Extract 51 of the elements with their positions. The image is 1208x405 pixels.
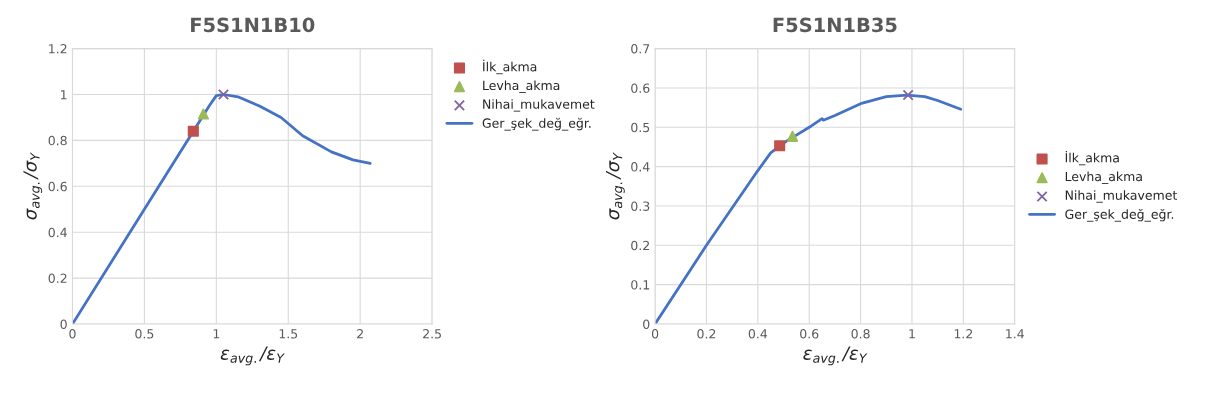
x-axis-title: ε$_{avg.}$/ε$_{Y}$: [803, 346, 868, 366]
y-tick-label: 0.4: [48, 227, 67, 238]
point: [774, 140, 786, 152]
y-tick-label: 0.2: [631, 240, 649, 251]
y-tick-label: 1: [61, 90, 67, 100]
x-tick-label: 0.8: [851, 329, 870, 339]
legend-label: Nihai_mukavemet: [1065, 190, 1178, 203]
y-tick-label: 0: [643, 319, 650, 329]
y-tick-label: 0.6: [631, 83, 650, 93]
y-axis-title: σ$_{avg.}$/σ$_{Y}$: [23, 152, 43, 220]
y-tick-label: 0.7: [631, 44, 650, 54]
x-tick-label: 1: [213, 329, 220, 339]
x-tick-label: 1: [909, 329, 915, 339]
x-tick-label: 0.6: [800, 329, 819, 339]
point: [187, 125, 199, 137]
point: [786, 130, 799, 142]
x-tick-label: 1.5: [279, 329, 298, 339]
x-tick-label: 2.5: [423, 329, 441, 339]
legend-label: Nihai_mukavemet: [483, 99, 595, 112]
y-axis-title: σ$_{avg.}$/σ$_{Y}$: [606, 152, 625, 220]
point: [197, 108, 209, 120]
legend-label: İlk_akma: [483, 59, 537, 75]
y-tick-label: 0.4: [631, 162, 650, 172]
x-tick-label: 1.2: [954, 329, 973, 339]
y-tick-label: 0.2: [48, 273, 67, 284]
x-tick-label: 2: [357, 329, 363, 339]
chart-title: F5S1N1B35: [773, 17, 897, 33]
y-tick-label: 0.3: [631, 201, 650, 211]
x-axis-title: ε$_{avg.}$/ε$_{Y}$: [220, 346, 285, 366]
x-tick-label: 0: [69, 329, 76, 339]
legend-label: Ger_şek_değ_eğr.: [1065, 208, 1174, 222]
y-tick-label: 0.5: [631, 122, 650, 133]
line-series: [72, 93, 372, 324]
y-tick-label: 0.6: [48, 181, 67, 192]
legend-label: Ger_şek_değ_eğr.: [482, 117, 591, 131]
y-tick-label: 0.8: [48, 135, 67, 146]
y-tick-label: 1.2: [49, 44, 67, 54]
x-tick-label: 0.4: [748, 329, 768, 339]
y-tick-label: 0.1: [631, 280, 650, 290]
x-tick-label: 0.2: [697, 329, 716, 339]
chart-title: F5S1N1B10: [191, 17, 315, 33]
point: [217, 88, 230, 101]
legend-label: Levha_akma: [1065, 171, 1142, 184]
legend-label: Levha_akma: [483, 80, 560, 93]
x-tick-label: 0: [651, 329, 659, 339]
line-series: [655, 93, 963, 324]
x-tick-label: 1.4: [1006, 329, 1024, 339]
x-tick-label: 0.5: [135, 329, 154, 339]
y-tick-label: 0: [60, 319, 67, 329]
point: [902, 89, 914, 101]
legend-label: İlk_akma: [1065, 150, 1119, 166]
